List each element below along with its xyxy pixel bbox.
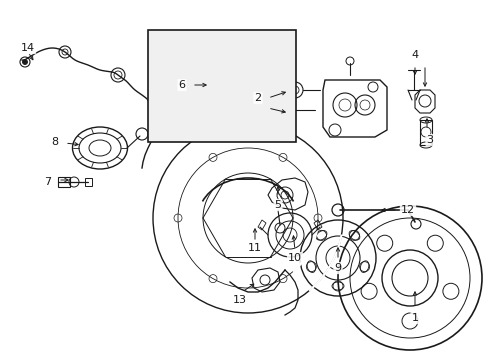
Text: 5: 5: [274, 200, 281, 210]
Circle shape: [22, 59, 27, 64]
Text: 3: 3: [426, 135, 433, 145]
Text: 13: 13: [232, 295, 246, 305]
Text: 11: 11: [247, 243, 262, 253]
Text: 10: 10: [287, 253, 302, 263]
Text: 12: 12: [400, 205, 414, 215]
Text: 7: 7: [44, 177, 51, 187]
Text: 14: 14: [21, 43, 35, 53]
Polygon shape: [247, 92, 268, 112]
Text: 2: 2: [254, 93, 261, 103]
Text: 8: 8: [51, 137, 59, 147]
Polygon shape: [209, 88, 234, 111]
Polygon shape: [171, 85, 199, 112]
Text: 6: 6: [178, 80, 185, 90]
FancyBboxPatch shape: [148, 30, 295, 142]
Text: 4: 4: [410, 50, 418, 60]
Text: 9: 9: [334, 263, 341, 273]
Text: 1: 1: [411, 313, 418, 323]
